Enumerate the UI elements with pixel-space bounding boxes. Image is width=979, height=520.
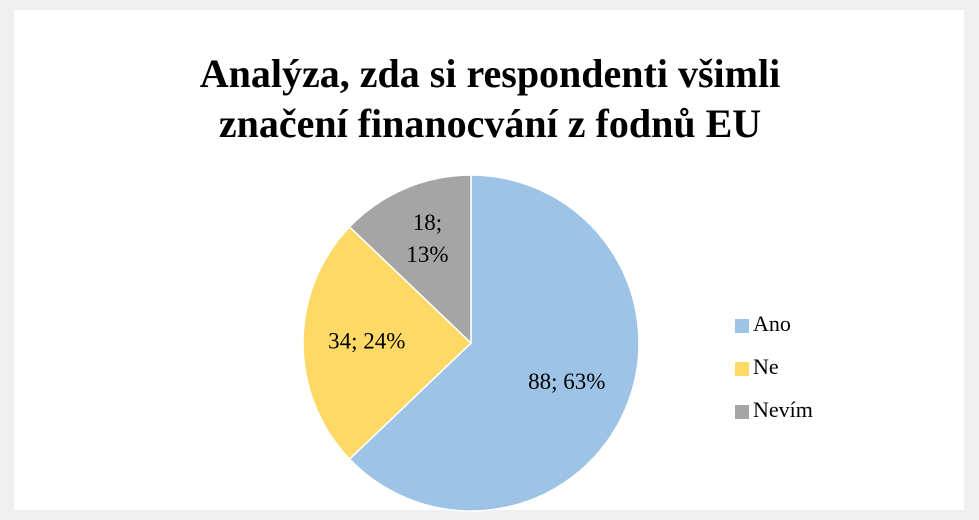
data-label-line: 13% (406, 242, 448, 267)
pie-slice (348, 174, 472, 345)
legend-swatch (735, 319, 749, 333)
chart-title-line2: značení finanocvání z fodnů EU (219, 101, 761, 146)
data-label: 18; 13% (406, 210, 448, 267)
data-label: 88; 63% (528, 369, 605, 394)
pie-slice (348, 174, 640, 512)
pie-slice (302, 225, 473, 461)
data-label-line: 18; (413, 210, 442, 235)
legend-label: Ne (753, 354, 779, 379)
legend-swatch (735, 362, 749, 376)
legend-label: Nevím (753, 397, 813, 422)
legend-swatch (735, 405, 749, 419)
legend-label: Ano (753, 311, 791, 336)
chart-title: Analýza, zda si respondenti všimli (200, 51, 780, 96)
data-label: 34; 24% (328, 328, 405, 353)
